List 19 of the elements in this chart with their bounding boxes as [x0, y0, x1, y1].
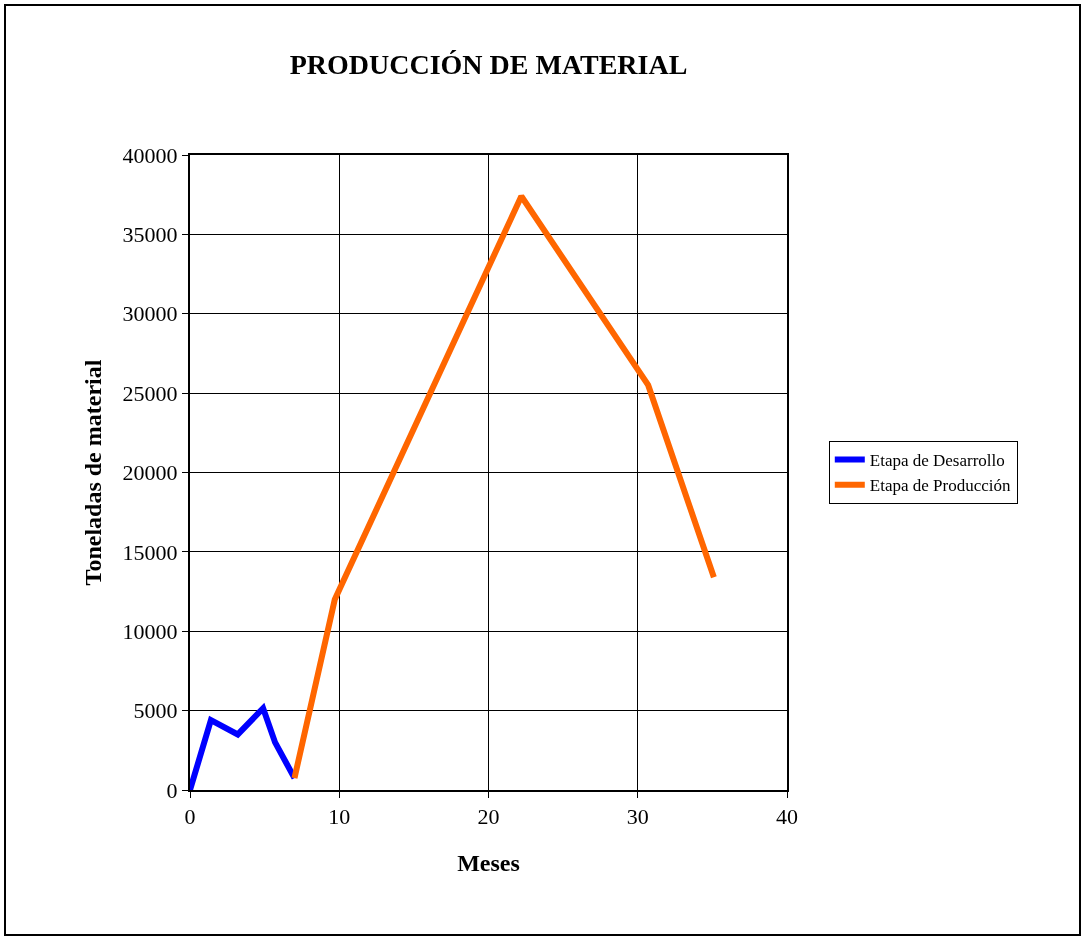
x-tick-label: 20 — [477, 804, 500, 830]
x-tick-label: 10 — [328, 804, 351, 830]
y-tick-label: 25000 — [122, 380, 178, 406]
x-axis-title: Meses — [457, 850, 520, 877]
y-tick-label: 0 — [166, 777, 178, 803]
y-tick-label: 10000 — [122, 618, 178, 644]
legend-label: Etapa de Producción — [869, 476, 1011, 496]
y-tick-label: 40000 — [122, 142, 178, 168]
y-tick-label: 15000 — [122, 539, 178, 565]
x-tick-label: 0 — [184, 804, 196, 830]
chart-title: PRODUCCIÓN DE MATERIAL — [289, 48, 688, 80]
y-tick-label: 5000 — [133, 698, 178, 724]
legend-label: Etapa de Desarrollo — [869, 451, 1005, 471]
y-tick-label: 35000 — [122, 222, 178, 248]
x-tick-label: 40 — [776, 804, 798, 830]
y-tick-label: 30000 — [122, 301, 178, 327]
x-tick-label: 30 — [626, 804, 649, 830]
y-tick-label: 20000 — [122, 460, 178, 486]
y-axis-title: Toneladas de material — [80, 359, 107, 586]
